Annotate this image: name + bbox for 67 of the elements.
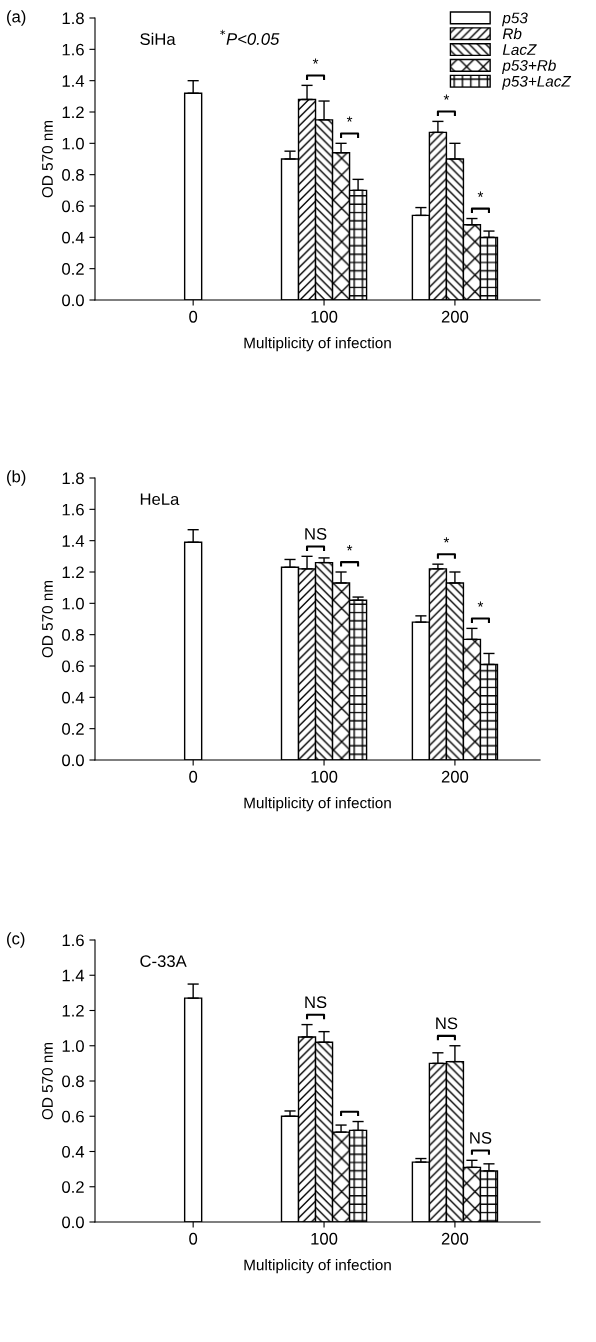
- annotation: $^{*}$P<0.05: [220, 29, 280, 45]
- x-tick-label: 100: [311, 770, 338, 783]
- y-tick-label: 0.6: [62, 200, 84, 213]
- y-axis-title: OD 570 nm: [42, 1042, 53, 1120]
- y-tick-label: 0.6: [62, 660, 84, 673]
- chart-title: (b): [7, 470, 26, 486]
- chart-title: (c): [7, 932, 25, 948]
- annotation: *: [477, 191, 484, 197]
- x-tick-label: 100: [311, 1232, 338, 1245]
- annotation: HeLa: [140, 493, 180, 506]
- y-tick-label: 0.8: [62, 169, 84, 181]
- y-tick-label: 0.2: [62, 723, 84, 735]
- x-tick-label: 200: [441, 310, 469, 323]
- annotation: NS: [436, 1017, 458, 1030]
- chart-title: (a): [7, 10, 26, 26]
- annotation: *: [312, 58, 319, 64]
- y-tick-label: 0.0: [62, 754, 84, 767]
- x-tick-label: 0: [189, 1232, 198, 1245]
- y-tick-label: 1.4: [62, 969, 85, 982]
- y-tick-label: 0.8: [62, 629, 84, 641]
- annotation: NS: [305, 527, 327, 540]
- legend-label: p53+LacZ: [502, 75, 572, 90]
- y-axis-title: OD 570 nm: [42, 580, 53, 658]
- x-tick-label: 200: [441, 770, 469, 783]
- y-tick-label: 1.6: [62, 934, 84, 947]
- y-tick-label: 0.0: [62, 1216, 84, 1229]
- y-tick-label: 1.2: [62, 106, 84, 119]
- y-tick-label: 0.4: [62, 231, 85, 244]
- x-tick-label: 0: [189, 770, 198, 783]
- y-tick-label: 0.8: [62, 1075, 84, 1088]
- annotation: SiHa: [140, 32, 176, 46]
- y-tick-label: 0.4: [62, 1145, 85, 1158]
- y-tick-label: 1.0: [62, 597, 84, 610]
- x-axis-title: Multiplicity of infection: [244, 797, 391, 812]
- y-tick-label: 1.6: [62, 43, 84, 56]
- x-tick-label: 0: [189, 310, 198, 323]
- x-tick-label: 200: [441, 1232, 469, 1245]
- y-tick-label: 0.0: [62, 294, 84, 307]
- y-tick-label: 1.0: [62, 137, 84, 150]
- y-tick-label: 1.2: [62, 566, 84, 579]
- x-tick-label: 100: [311, 310, 338, 323]
- legend-label: LacZ: [502, 44, 537, 56]
- annotation: *: [346, 116, 353, 122]
- x-axis-title: Multiplicity of infection: [244, 337, 391, 352]
- y-tick-label: 0.6: [62, 1110, 84, 1123]
- annotation: NS: [305, 996, 327, 1009]
- y-tick-label: 1.4: [62, 535, 85, 547]
- annotation: *: [443, 537, 450, 543]
- y-tick-label: 0.2: [62, 263, 84, 275]
- y-tick-label: 1.0: [62, 1040, 84, 1052]
- annotation: *: [443, 94, 450, 100]
- annotation: *: [346, 545, 353, 551]
- y-tick-label: 1.8: [62, 12, 84, 25]
- annotation: NS: [470, 1131, 492, 1144]
- y-tick-label: 1.4: [62, 75, 85, 87]
- x-axis-title: Multiplicity of infection: [244, 1259, 391, 1274]
- annotation: *: [477, 601, 484, 607]
- y-axis-title: OD 570 nm: [42, 120, 53, 198]
- annotation: C-33A: [140, 955, 187, 968]
- y-tick-label: 0.2: [62, 1181, 84, 1193]
- legend-label: p53+Rb: [502, 59, 556, 74]
- y-tick-label: 1.2: [62, 1004, 84, 1017]
- legend-label: p53: [502, 12, 528, 27]
- y-tick-label: 0.4: [62, 691, 85, 704]
- legend-label: Rb: [502, 27, 522, 40]
- y-tick-label: 1.6: [62, 503, 84, 516]
- y-tick-label: 1.8: [62, 472, 84, 485]
